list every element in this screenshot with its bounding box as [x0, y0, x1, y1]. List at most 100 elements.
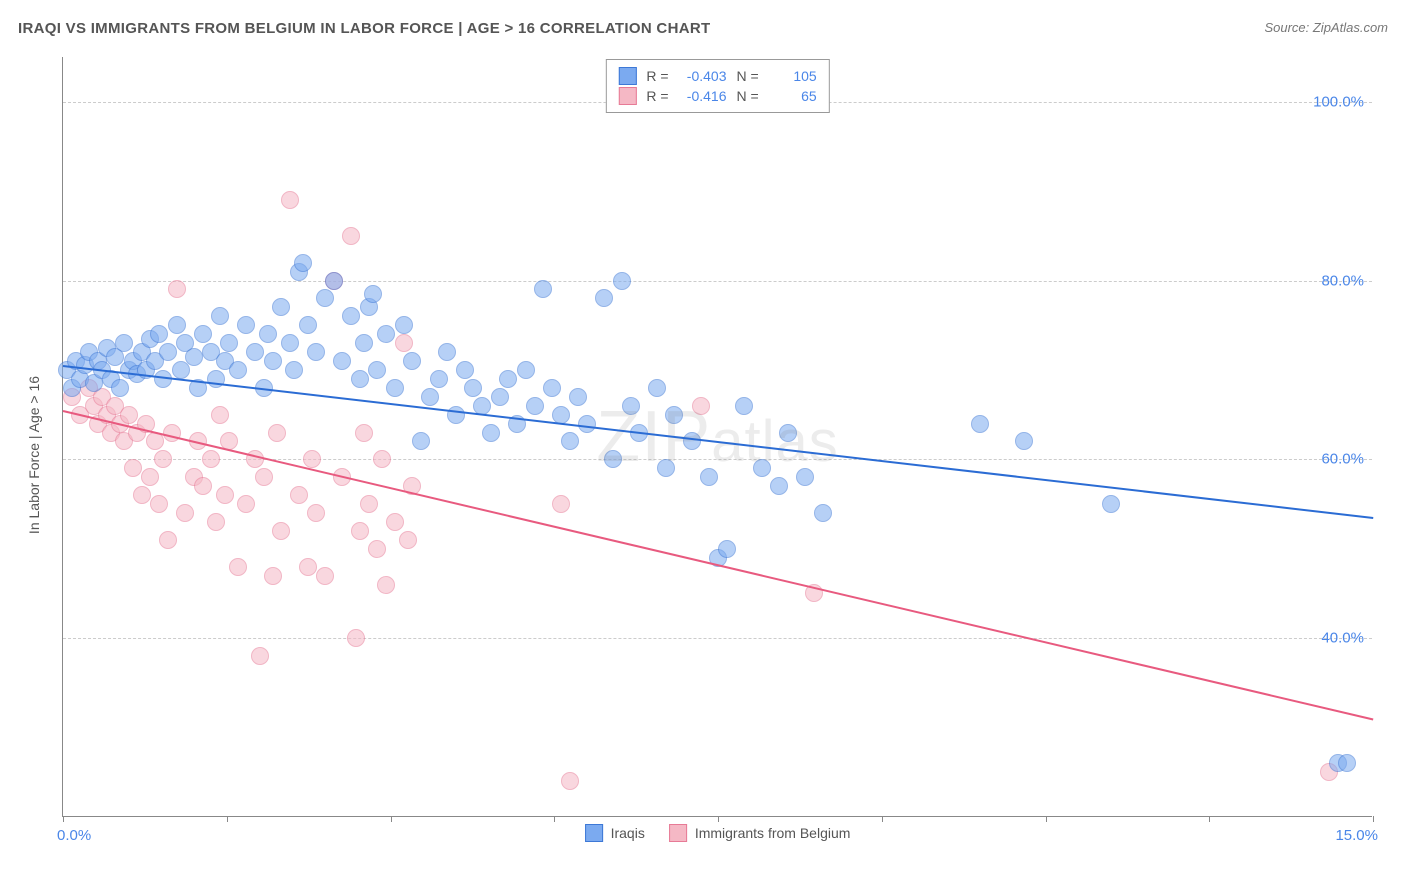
- scatter-point: [237, 316, 255, 334]
- scatter-point: [202, 450, 220, 468]
- scatter-point: [229, 558, 247, 576]
- x-tick: [1373, 816, 1374, 822]
- scatter-point: [491, 388, 509, 406]
- scatter-point: [347, 629, 365, 647]
- scatter-point: [456, 361, 474, 379]
- scatter-point: [1015, 432, 1033, 450]
- scatter-point: [464, 379, 482, 397]
- x-tick: [554, 816, 555, 822]
- scatter-point: [386, 513, 404, 531]
- legend-swatch-series1: [585, 824, 603, 842]
- scatter-point: [268, 424, 286, 442]
- scatter-point: [395, 316, 413, 334]
- scatter-point: [753, 459, 771, 477]
- scatter-point: [368, 540, 386, 558]
- scatter-point: [578, 415, 596, 433]
- scatter-point: [111, 379, 129, 397]
- stats-row-series1: R = -0.403 N = 105: [618, 66, 816, 86]
- y-tick-label: 100.0%: [1313, 93, 1364, 110]
- scatter-point: [692, 397, 710, 415]
- scatter-point: [360, 495, 378, 513]
- r-value-series1: -0.403: [679, 68, 727, 84]
- scatter-point: [150, 495, 168, 513]
- scatter-point: [194, 477, 212, 495]
- scatter-point: [342, 227, 360, 245]
- scatter-point: [517, 361, 535, 379]
- scatter-point: [237, 495, 255, 513]
- r-label: R =: [646, 88, 668, 104]
- scatter-point: [185, 348, 203, 366]
- n-value-series1: 105: [769, 68, 817, 84]
- x-tick: [1209, 816, 1210, 822]
- scatter-point: [683, 432, 701, 450]
- scatter-point: [543, 379, 561, 397]
- scatter-point: [150, 325, 168, 343]
- scatter-point: [368, 361, 386, 379]
- scatter-point: [355, 334, 373, 352]
- scatter-point: [552, 406, 570, 424]
- x-tick: [1046, 816, 1047, 822]
- scatter-point: [373, 450, 391, 468]
- swatch-series1: [618, 67, 636, 85]
- scatter-point: [814, 504, 832, 522]
- scatter-point: [421, 388, 439, 406]
- chart-area: In Labor Force | Age > 16 ZIPatlas R = -…: [18, 45, 1386, 865]
- x-tick: [391, 816, 392, 822]
- scatter-point: [499, 370, 517, 388]
- scatter-point: [604, 450, 622, 468]
- scatter-point: [115, 334, 133, 352]
- x-axis-end-label: 15.0%: [1335, 827, 1378, 844]
- scatter-point: [595, 289, 613, 307]
- stats-row-series2: R = -0.416 N = 65: [618, 86, 816, 106]
- scatter-point: [299, 558, 317, 576]
- r-value-series2: -0.416: [679, 88, 727, 104]
- scatter-point: [194, 325, 212, 343]
- y-tick-label: 40.0%: [1321, 630, 1364, 647]
- correlation-stats-box: R = -0.403 N = 105 R = -0.416 N = 65: [605, 59, 829, 113]
- n-label: N =: [737, 68, 759, 84]
- scatter-point: [172, 361, 190, 379]
- scatter-point: [1338, 754, 1356, 772]
- scatter-point: [220, 334, 238, 352]
- swatch-series2: [618, 87, 636, 105]
- legend-item-series2: Immigrants from Belgium: [669, 824, 851, 842]
- scatter-point: [246, 343, 264, 361]
- scatter-point: [159, 343, 177, 361]
- scatter-point: [718, 540, 736, 558]
- scatter-point: [264, 567, 282, 585]
- scatter-point: [648, 379, 666, 397]
- scatter-point: [154, 450, 172, 468]
- n-label: N =: [737, 88, 759, 104]
- scatter-point: [482, 424, 500, 442]
- scatter-point: [307, 343, 325, 361]
- x-tick: [63, 816, 64, 822]
- scatter-point: [342, 307, 360, 325]
- scatter-point: [1102, 495, 1120, 513]
- plot-area: ZIPatlas R = -0.403 N = 105 R = -0.416 N…: [62, 57, 1372, 817]
- scatter-point: [316, 289, 334, 307]
- scatter-point: [124, 459, 142, 477]
- scatter-point: [307, 504, 325, 522]
- y-tick-label: 60.0%: [1321, 451, 1364, 468]
- scatter-point: [779, 424, 797, 442]
- scatter-point: [285, 361, 303, 379]
- scatter-point: [430, 370, 448, 388]
- scatter-point: [735, 397, 753, 415]
- legend-swatch-series2: [669, 824, 687, 842]
- scatter-point: [259, 325, 277, 343]
- scatter-point: [561, 432, 579, 450]
- scatter-point: [120, 406, 138, 424]
- scatter-point: [386, 379, 404, 397]
- scatter-point: [299, 316, 317, 334]
- gridline: [63, 638, 1372, 639]
- scatter-point: [290, 486, 308, 504]
- trend-line: [63, 365, 1373, 519]
- scatter-point: [281, 334, 299, 352]
- scatter-point: [377, 576, 395, 594]
- x-axis-start-label: 0.0%: [57, 827, 91, 844]
- scatter-point: [700, 468, 718, 486]
- scatter-point: [255, 468, 273, 486]
- scatter-point: [211, 307, 229, 325]
- scatter-point: [377, 325, 395, 343]
- n-value-series2: 65: [769, 88, 817, 104]
